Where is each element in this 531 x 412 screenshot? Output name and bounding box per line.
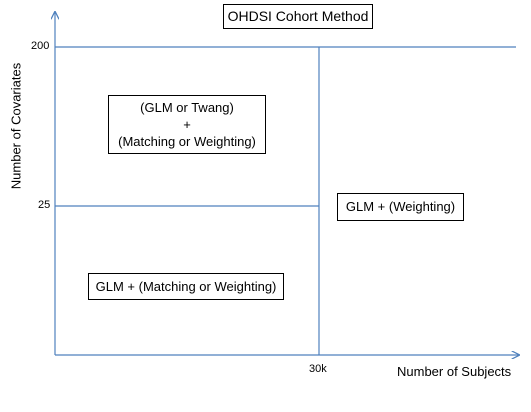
y-tick-200: 200 bbox=[31, 40, 50, 52]
y-axis-label: Number of Covariates bbox=[8, 62, 24, 190]
region-right-box: GLM + (Weighting) bbox=[337, 193, 464, 221]
region-bottom-left-box: GLM + (Matching or Weighting) bbox=[88, 273, 284, 300]
region-top-left-box: (GLM or Twang) + (Matching or Weighting) bbox=[108, 95, 266, 154]
region-top-left-line-1: (GLM or Twang) bbox=[140, 100, 234, 115]
x-axis-label: Number of Subjects bbox=[397, 364, 512, 379]
region-top-left-line-3: (Matching or Weighting) bbox=[118, 134, 256, 149]
region-top-left-line-2: + bbox=[183, 117, 191, 132]
y-tick-25: 25 bbox=[38, 199, 51, 211]
x-tick-30k: 30k bbox=[309, 363, 327, 375]
diagram-title: OHDSI Cohort Method bbox=[223, 4, 373, 29]
